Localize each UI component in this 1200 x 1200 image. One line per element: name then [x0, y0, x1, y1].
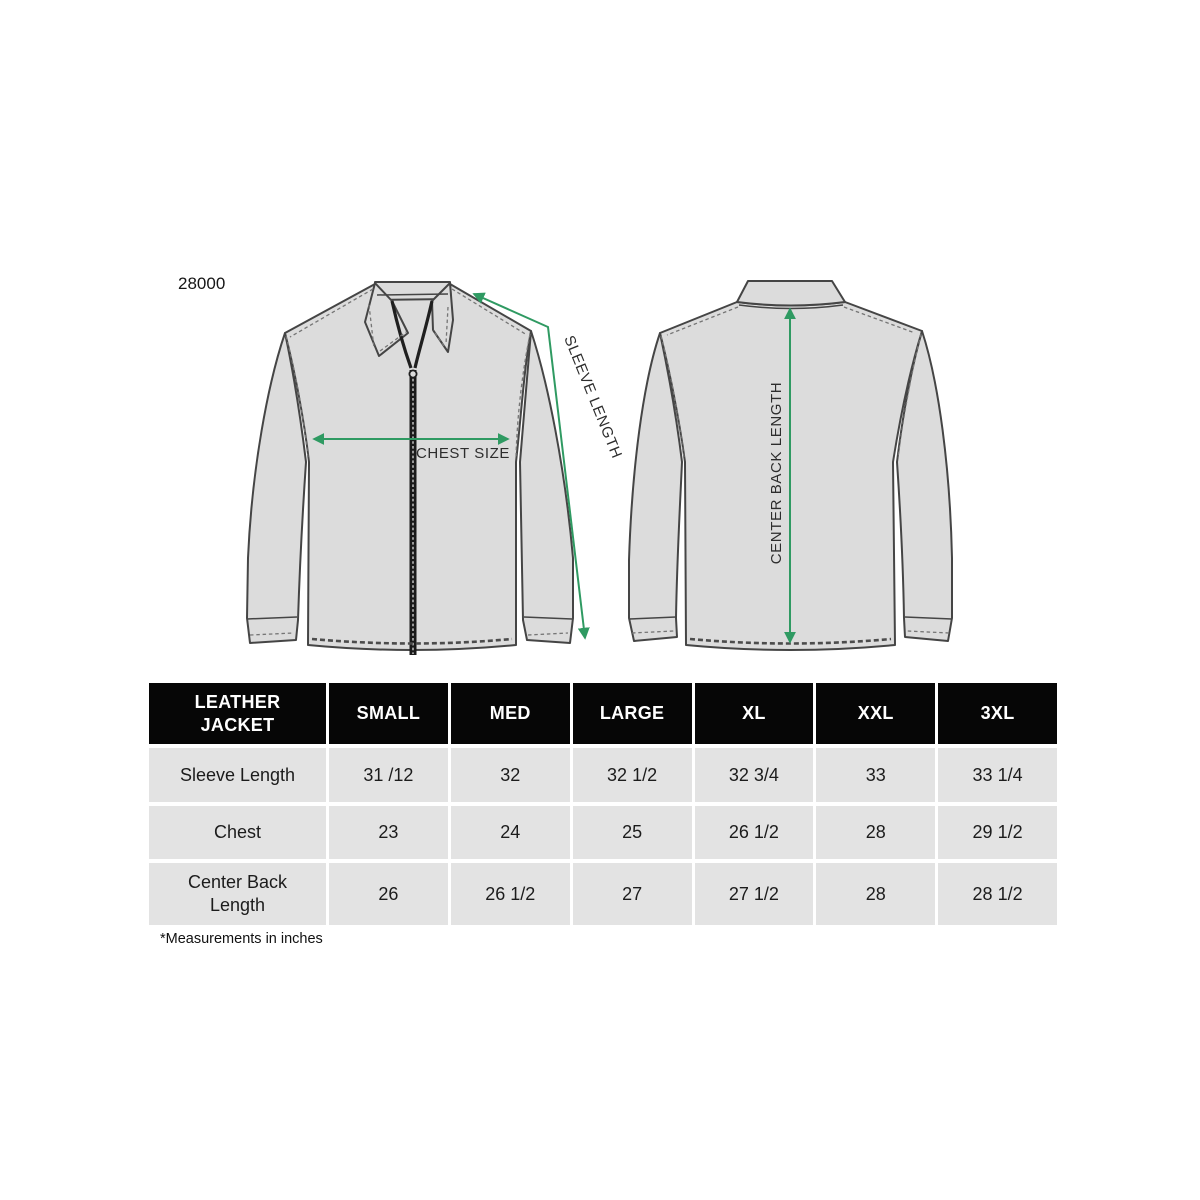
value-back-large: 27 — [572, 863, 692, 925]
value-sleeve-xxl: 33 — [816, 748, 936, 802]
header-cell-3xl: 3XL — [938, 683, 1057, 744]
sleeve-length-label: SLEEVE LENGTH — [560, 333, 625, 461]
value-sleeve-large: 32 1/2 — [572, 748, 692, 802]
header-cell-product: LEATHER JACKET — [149, 683, 326, 744]
value-sleeve-small: 31 /12 — [329, 748, 448, 802]
front-hem-stitching — [311, 637, 513, 645]
value-chest-xxl: 28 — [816, 806, 936, 859]
value-chest-large: 25 — [572, 806, 692, 859]
row-label-sleeve-length: Sleeve Length — [149, 748, 326, 802]
front-collar-right-flap — [431, 282, 454, 353]
value-sleeve-med: 32 — [450, 748, 570, 802]
value-chest-med: 24 — [450, 806, 570, 859]
value-back-3xl: 28 1/2 — [938, 863, 1057, 925]
back-left-sleeve — [628, 332, 683, 642]
back-collar — [736, 280, 846, 307]
sleeve-length-arrow — [472, 292, 590, 640]
value-back-xxl: 28 — [816, 863, 936, 925]
jacket-measurement-diagram: CHEST SIZE SLEEVE LENGTH CENTER BACK LEN… — [246, 280, 953, 655]
front-body — [284, 283, 532, 651]
zipper-pull — [408, 369, 418, 379]
row-label-center-back: Center Back Length — [149, 863, 326, 925]
size-table: LEATHER JACKET SMALL MED LARGE XL XXL 3X… — [149, 683, 1057, 925]
value-back-small: 26 — [329, 863, 448, 925]
product-code: 28000 — [178, 274, 226, 293]
value-chest-small: 23 — [329, 806, 448, 859]
front-right-sleeve — [519, 330, 574, 644]
row-label-chest: Chest — [149, 806, 326, 859]
header-cell-large: LARGE — [572, 683, 692, 744]
header-cell-xxl: XXL — [816, 683, 936, 744]
value-back-med: 26 1/2 — [450, 863, 570, 925]
header-cell-xl: XL — [694, 683, 814, 744]
value-back-xl: 27 1/2 — [694, 863, 814, 925]
chest-size-label: CHEST SIZE — [416, 445, 510, 462]
value-sleeve-3xl: 33 1/4 — [938, 748, 1057, 802]
header-cell-med: MED — [450, 683, 570, 744]
measurements-footnote: *Measurements in inches — [160, 931, 323, 947]
front-left-sleeve — [246, 332, 307, 644]
value-chest-3xl: 29 1/2 — [938, 806, 1057, 859]
front-zipper — [390, 300, 434, 655]
value-chest-xl: 26 1/2 — [694, 806, 814, 859]
back-stitching — [631, 306, 950, 634]
header-cell-small: SMALL — [329, 683, 448, 744]
center-back-length-label: CENTER BACK LENGTH — [768, 382, 785, 565]
measurement-arrows — [312, 292, 796, 644]
value-sleeve-xl: 32 3/4 — [694, 748, 814, 802]
